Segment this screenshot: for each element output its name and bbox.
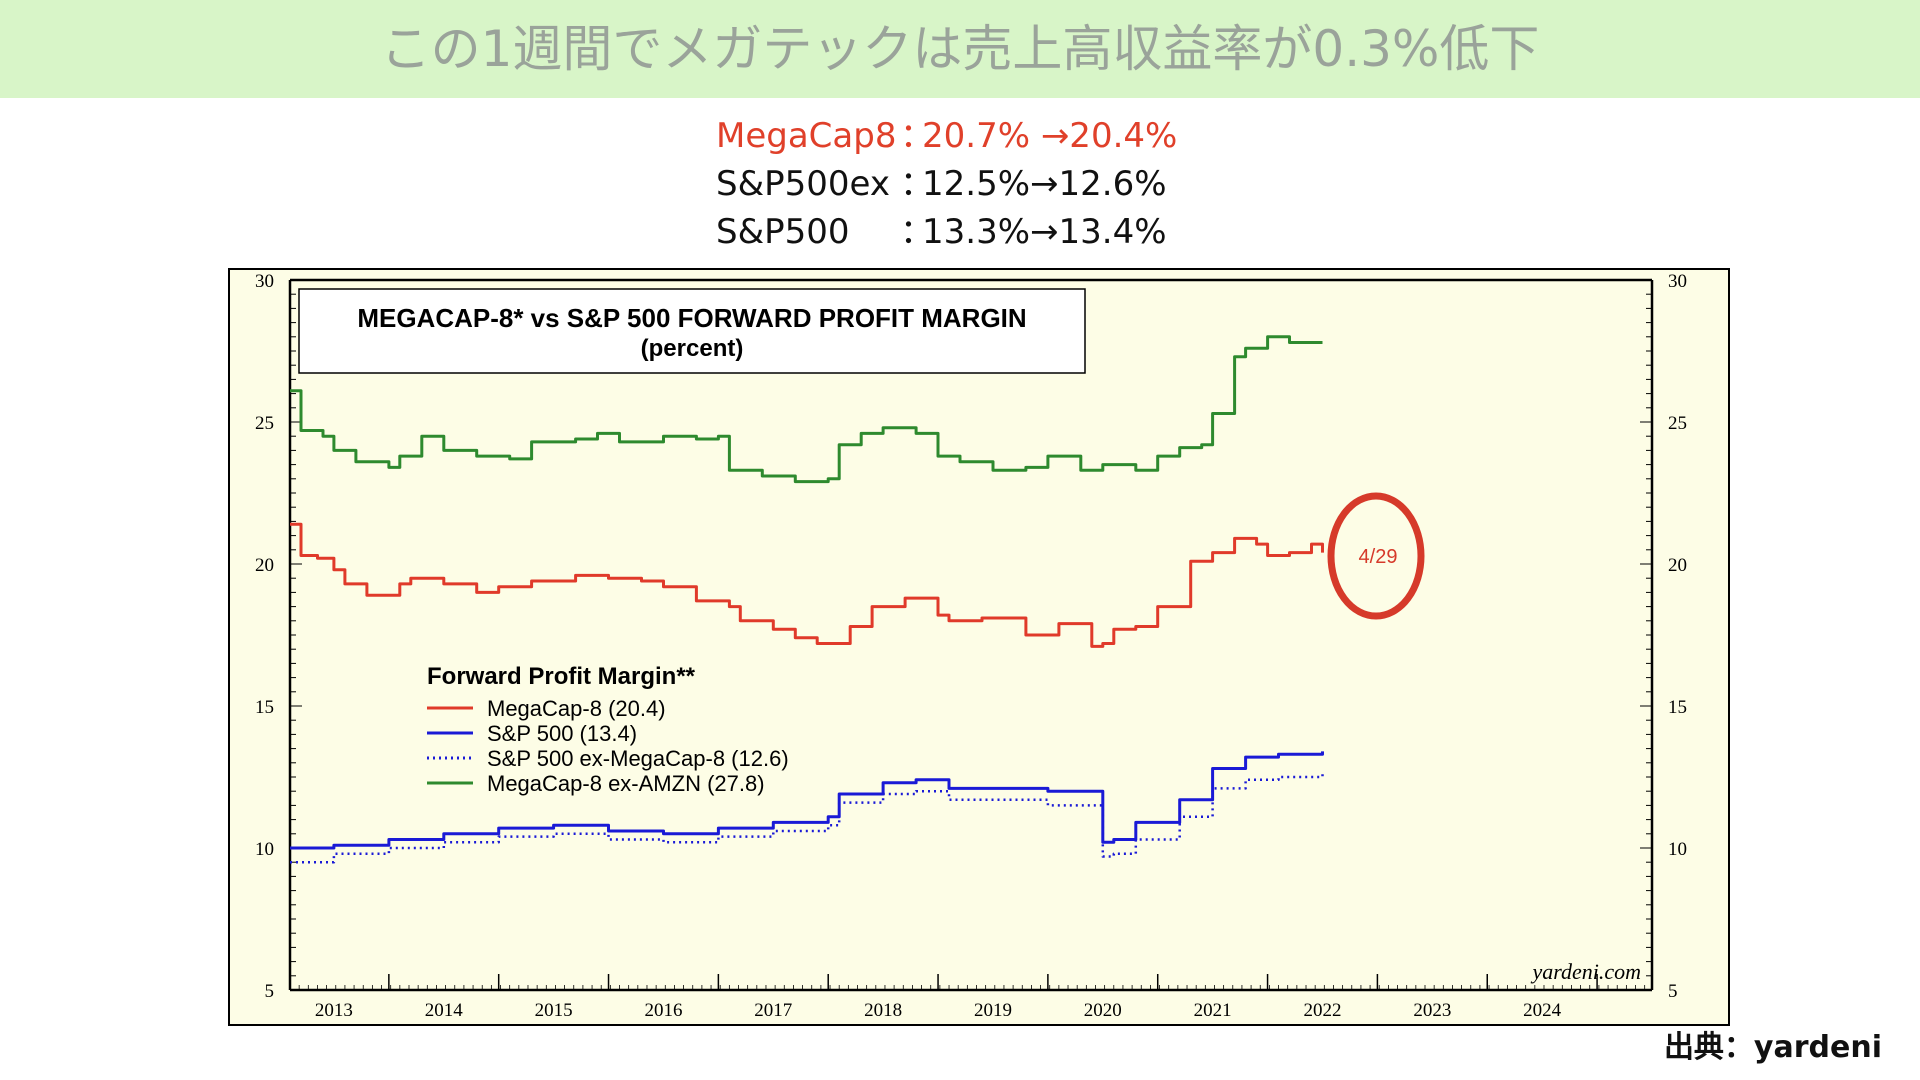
y-tick-label-right: 10	[1668, 839, 1687, 860]
summary-value: 20.7% →20.4%	[922, 116, 1178, 156]
x-tick-label: 2022	[1303, 1000, 1341, 1021]
y-tick-label-left: 15	[255, 697, 274, 718]
chart-title-box: MEGACAP-8* vs S&P 500 FORWARD PROFIT MAR…	[298, 288, 1086, 374]
summary-row-sp500ex: S&P500ex： 12.5%→12.6%	[716, 160, 1177, 208]
summary-label: S&P500	[716, 212, 850, 252]
summary-label: MegaCap8	[716, 116, 897, 156]
legend-label-3: MegaCap-8 ex-AMZN (27.8)	[487, 771, 765, 796]
legend-label-1: S&P 500 (13.4)	[487, 721, 637, 746]
chart-background	[228, 268, 1730, 1026]
source-credit: 出典：yardeni	[1663, 1030, 1882, 1065]
x-tick-label: 2024	[1523, 1000, 1562, 1021]
series-line-1	[290, 751, 1324, 850]
x-tick-label: 2014	[425, 1000, 464, 1021]
watermark: yardeni.com	[1530, 959, 1641, 984]
legend: Forward Profit Margin** MegaCap-8 (20.4)…	[427, 663, 789, 796]
x-tick-label: 2017	[754, 1000, 792, 1021]
legend-label-2: S&P 500 ex-MegaCap-8 (12.6)	[487, 746, 789, 771]
series-lines	[290, 335, 1324, 864]
summary-row-megacap8: MegaCap8： 20.7% →20.4%	[716, 112, 1177, 160]
chart-subtitle: (percent)	[641, 335, 744, 362]
annotation-circle	[1327, 492, 1425, 620]
chart-title: MEGACAP-8* vs S&P 500 FORWARD PROFIT MAR…	[357, 303, 1026, 333]
series-line-2	[290, 774, 1324, 864]
annotation-label: 4/29	[1359, 546, 1398, 568]
annotation-4-29: 4/29	[1327, 492, 1425, 620]
summary-label: S&P500ex	[716, 164, 890, 204]
y-tick-label-left: 25	[255, 413, 274, 434]
y-tick-label-right: 30	[1668, 271, 1687, 292]
x-tick-label: 2013	[315, 1000, 353, 1021]
margin-summary: MegaCap8： 20.7% →20.4% S&P500ex： 12.5%→12.…	[716, 112, 1177, 256]
legend-title: Forward Profit Margin**	[427, 663, 696, 690]
x-tick-label: 2023	[1413, 1000, 1451, 1021]
y-tick-label-left: 10	[255, 839, 274, 860]
y-tick-label-right: 25	[1668, 413, 1687, 434]
title-banner	[0, 0, 1920, 98]
summary-value: 12.5%→12.6%	[922, 164, 1167, 204]
y-tick-label-left: 5	[265, 981, 275, 1002]
summary-row-sp500: S&P500 ： 13.3%→13.4%	[716, 208, 1177, 256]
y-tick-label-right: 15	[1668, 697, 1687, 718]
y-tick-label-left: 20	[255, 555, 274, 576]
summary-separator: ：	[900, 116, 934, 156]
series-line-0	[290, 522, 1324, 648]
x-tick-label: 2019	[974, 1000, 1012, 1021]
x-tick-label: 2015	[535, 1000, 573, 1021]
series-line-3	[290, 335, 1323, 484]
legend-label-0: MegaCap-8 (20.4)	[487, 696, 666, 721]
x-tick-label: 2016	[644, 1000, 682, 1021]
summary-value: 13.3%→13.4%	[922, 212, 1167, 252]
x-tick-label: 2021	[1194, 1000, 1232, 1021]
y-tick-label-right: 20	[1668, 555, 1687, 576]
x-tick-label: 2020	[1084, 1000, 1122, 1021]
y-tick-label-left: 30	[255, 271, 274, 292]
summary-separator: ：	[900, 164, 934, 204]
title-box-frame	[298, 288, 1086, 374]
banner-title: この1週間でメガテックは売上高収益率が0.3%低下	[380, 20, 1540, 78]
summary-separator: ：	[900, 212, 934, 252]
x-tick-label: 2018	[864, 1000, 902, 1021]
y-tick-label-right: 5	[1668, 981, 1678, 1002]
